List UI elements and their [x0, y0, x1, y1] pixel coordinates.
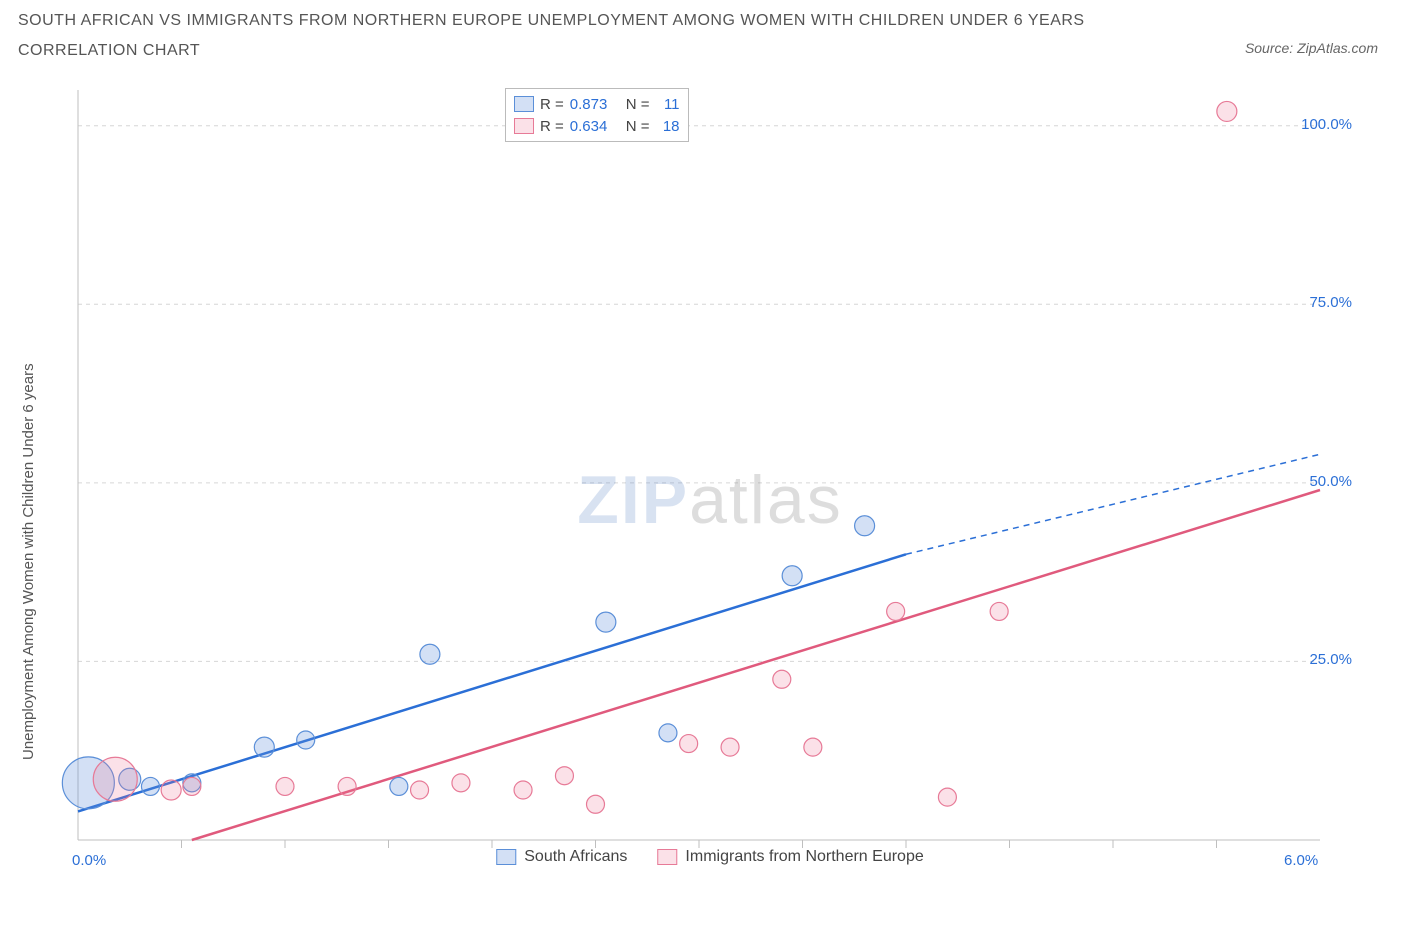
data-point-immigrants-northern-europe: [338, 777, 356, 795]
source-prefix: Source:: [1245, 40, 1297, 56]
y-axis-label: Unemployment Among Women with Children U…: [20, 363, 37, 760]
x-tick-label: 0.0%: [72, 852, 106, 869]
data-point-immigrants-northern-europe: [680, 735, 698, 753]
plot-area: ZIPatlas R =0.873N =11R =0.634N =18 Sout…: [60, 80, 1360, 870]
y-tick-label: 25.0%: [1309, 651, 1352, 668]
data-point-immigrants-northern-europe: [411, 781, 429, 799]
data-point-south-africans: [141, 777, 159, 795]
bottom-legend-item: South Africans: [496, 848, 627, 866]
data-point-south-africans: [420, 644, 440, 664]
y-tick-label: 50.0%: [1309, 473, 1352, 490]
legend-r-value: 0.873: [570, 96, 620, 113]
legend-n-prefix: N =: [626, 96, 650, 113]
regression-extrapolation-south-africans: [906, 454, 1320, 554]
series-legend: South Africans Immigrants from Northern E…: [496, 848, 923, 866]
legend-swatch: [514, 96, 534, 112]
data-point-south-africans: [855, 516, 875, 536]
data-point-immigrants-northern-europe: [93, 757, 137, 801]
data-point-south-africans: [390, 777, 408, 795]
legend-n-value: 11: [656, 96, 680, 113]
y-tick-label: 75.0%: [1309, 294, 1352, 311]
legend-swatch: [496, 849, 516, 865]
data-point-south-africans: [596, 612, 616, 632]
data-point-south-africans: [782, 566, 802, 586]
data-point-immigrants-northern-europe: [514, 781, 532, 799]
legend-n-prefix: N =: [626, 118, 650, 135]
data-point-immigrants-northern-europe: [183, 777, 201, 795]
data-point-immigrants-northern-europe: [887, 602, 905, 620]
chart-svg: [60, 80, 1360, 870]
data-point-immigrants-northern-europe: [804, 738, 822, 756]
y-tick-label: 100.0%: [1301, 116, 1352, 133]
legend-n-value: 18: [656, 118, 680, 135]
bottom-legend-label: South Africans: [524, 848, 627, 866]
legend-swatch: [657, 849, 677, 865]
data-point-immigrants-northern-europe: [773, 670, 791, 688]
source-attribution: Source: ZipAtlas.com: [1245, 40, 1378, 56]
chart-container: SOUTH AFRICAN VS IMMIGRANTS FROM NORTHER…: [0, 0, 1406, 930]
source-name: ZipAtlas.com: [1297, 40, 1378, 56]
data-point-immigrants-northern-europe: [276, 777, 294, 795]
data-point-immigrants-northern-europe: [990, 602, 1008, 620]
legend-r-prefix: R =: [540, 118, 564, 135]
data-point-immigrants-northern-europe: [938, 788, 956, 806]
x-tick-label: 6.0%: [1284, 852, 1318, 869]
data-point-immigrants-northern-europe: [452, 774, 470, 792]
data-point-immigrants-northern-europe: [555, 767, 573, 785]
legend-swatch: [514, 118, 534, 134]
chart-title-line1: SOUTH AFRICAN VS IMMIGRANTS FROM NORTHER…: [18, 12, 1085, 30]
legend-r-prefix: R =: [540, 96, 564, 113]
data-point-immigrants-northern-europe: [1217, 101, 1237, 121]
regression-line-immigrants-northern-europe: [192, 490, 1320, 840]
data-point-immigrants-northern-europe: [161, 780, 181, 800]
legend-row: R = 0.873 N = 11: [514, 93, 680, 115]
bottom-legend-label: Immigrants from Northern Europe: [685, 848, 923, 866]
data-point-immigrants-northern-europe: [721, 738, 739, 756]
data-point-south-africans: [254, 737, 274, 757]
chart-title-line2: CORRELATION CHART: [18, 42, 200, 60]
data-point-south-africans: [297, 731, 315, 749]
legend-r-value: 0.634: [570, 118, 620, 135]
data-point-south-africans: [659, 724, 677, 742]
legend-row: R = 0.634 N = 18: [514, 115, 680, 137]
correlation-legend-box: R = 0.873 N = 11 R = 0.634 N = 18: [505, 88, 689, 142]
bottom-legend-item: Immigrants from Northern Europe: [657, 848, 923, 866]
data-point-immigrants-northern-europe: [587, 795, 605, 813]
